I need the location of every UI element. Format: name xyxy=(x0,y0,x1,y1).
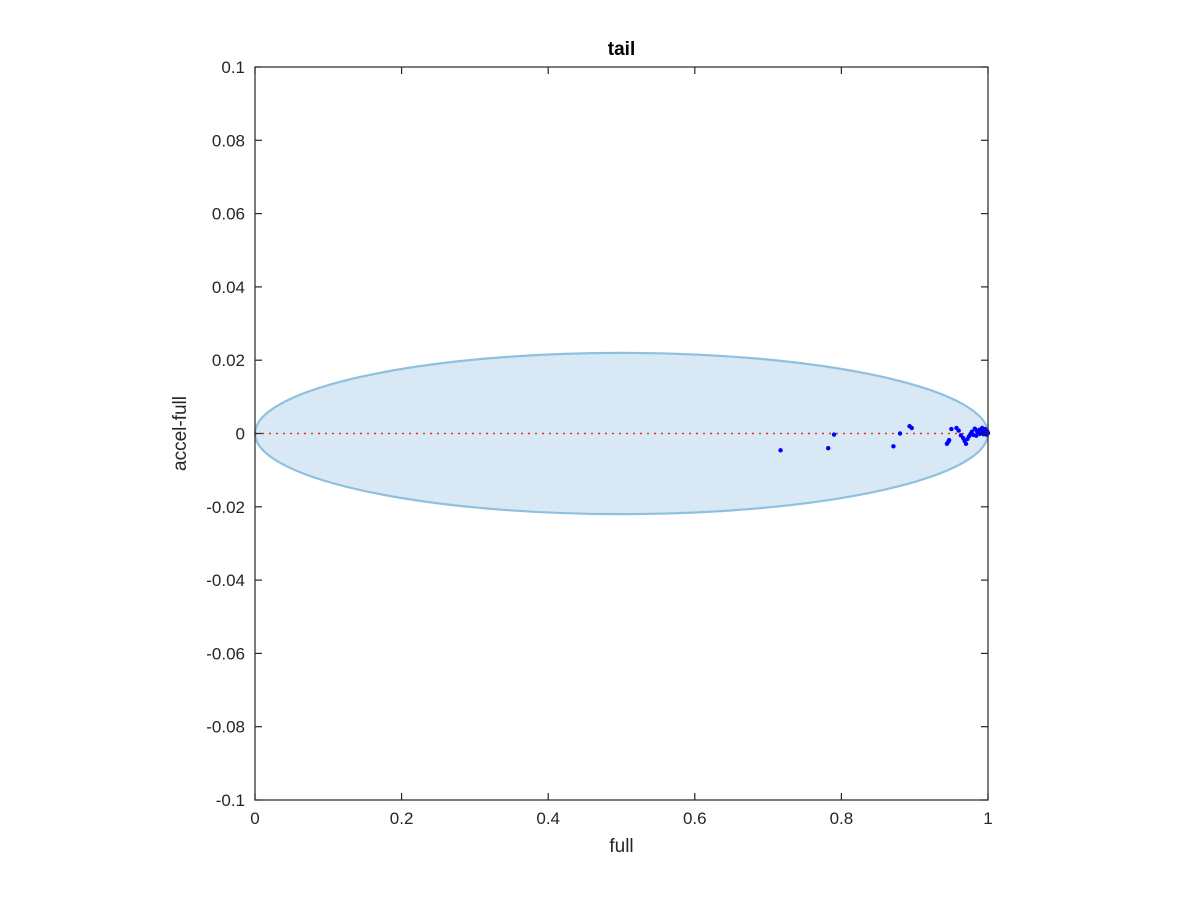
y-tick-label: -0.08 xyxy=(206,718,245,737)
x-axis-label: full xyxy=(609,836,633,857)
data-point xyxy=(946,437,952,443)
data-point xyxy=(897,431,903,436)
x-tick-label: 0.6 xyxy=(683,809,707,828)
y-tick-label: 0.08 xyxy=(212,131,245,150)
x-tick-label: 0.8 xyxy=(830,809,854,828)
y-tick-label: 0.1 xyxy=(221,58,245,77)
y-tick-label: -0.1 xyxy=(216,791,245,810)
x-tick-label: 0.4 xyxy=(536,809,560,828)
data-point xyxy=(826,445,831,451)
y-tick-label: -0.04 xyxy=(206,571,245,590)
y-tick-label: 0 xyxy=(236,425,245,444)
data-point xyxy=(956,428,961,433)
y-tick-label: -0.06 xyxy=(206,644,245,663)
data-point xyxy=(949,426,954,432)
y-tick-label: 0.06 xyxy=(212,205,245,224)
ticks-layer: 0 0.2 0.4 0.6 0.8 1 0.1 0.08 0.06 0.04 0.02 0 -0.02 -… xyxy=(206,58,992,828)
x-tick-label: 0 xyxy=(250,809,259,828)
x-tick-label: 0.2 xyxy=(390,809,414,828)
data-point xyxy=(977,431,983,437)
data-point xyxy=(831,432,837,437)
data-point xyxy=(778,448,783,453)
data-point xyxy=(974,429,980,434)
chart-title: tail xyxy=(608,39,635,60)
x-tick-label: 1 xyxy=(983,809,992,828)
data-point xyxy=(969,429,975,434)
data-point xyxy=(963,441,969,446)
data-point xyxy=(909,425,914,431)
data-point xyxy=(891,444,896,449)
y-tick-label: -0.02 xyxy=(206,498,245,517)
data-point xyxy=(980,428,986,433)
y-tick-label: 0.02 xyxy=(212,351,245,370)
y-axis-label: accel-full xyxy=(170,396,191,471)
y-tick-label: 0.04 xyxy=(212,278,245,297)
